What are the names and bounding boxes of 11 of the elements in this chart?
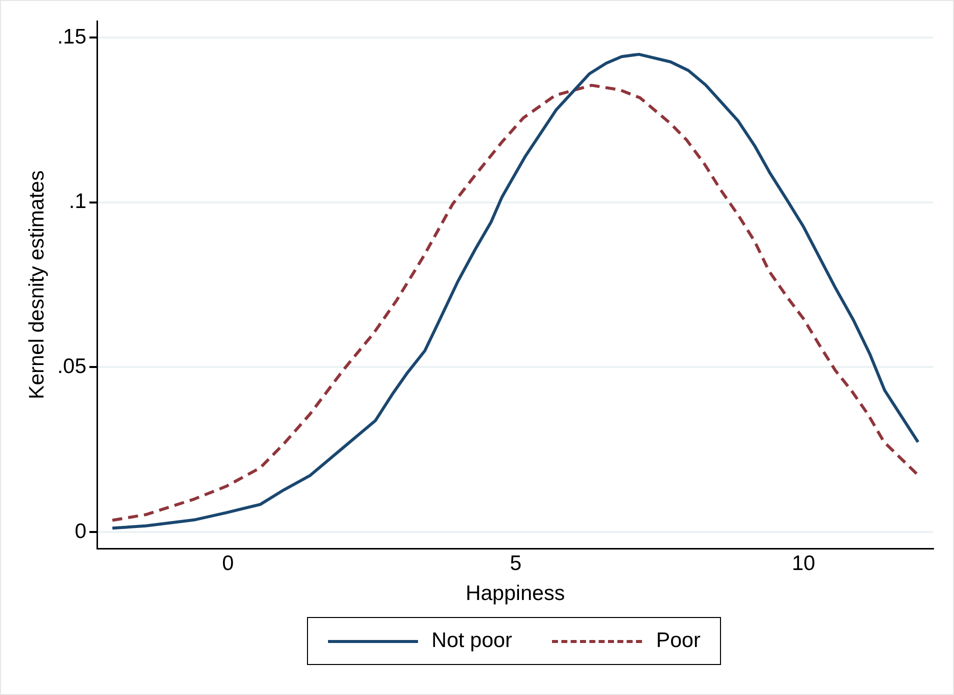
y-tick-label: .15: [57, 25, 86, 48]
legend-label: Poor: [656, 629, 700, 653]
y-tick-label: .1: [68, 190, 86, 214]
y-tick-label: 0: [74, 520, 86, 543]
y-axis-title: Kernel desnity estimates: [25, 170, 48, 400]
x-axis-title: Happiness: [466, 582, 565, 606]
y-tick-label: .05: [57, 355, 86, 378]
x-tick-label: 10: [792, 552, 816, 575]
x-tick-label: 5: [510, 552, 522, 575]
x-tick-label: 0: [222, 552, 234, 575]
legend-label: Not poor: [432, 629, 512, 653]
